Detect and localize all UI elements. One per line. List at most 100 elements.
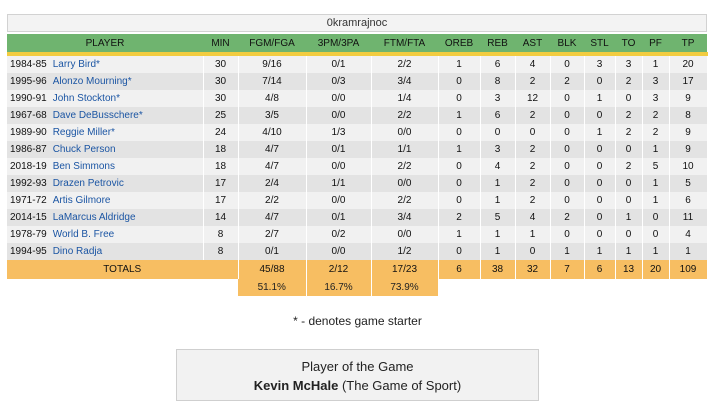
col-header-ast[interactable]: AST [515, 34, 550, 56]
stat-blk: 0 [550, 175, 585, 192]
player-row: 1990-91 John Stockton* 30 4/8 0/0 1/4 0 3 12 0 1 0 3… [7, 90, 708, 107]
stat-reb: 5 [480, 209, 516, 226]
stat-tp: 10 [669, 158, 708, 175]
stat-stl: 1 [584, 90, 616, 107]
player-cell: 2018-19 Ben Simmons [7, 158, 204, 175]
stat-blk: 0 [550, 124, 585, 141]
player-cell: 1967-68 Dave DeBusschere* [7, 107, 204, 124]
stat-ft: 2/2 [371, 107, 439, 124]
stat-ast: 2 [515, 158, 551, 175]
stat-fg: 2/4 [238, 175, 307, 192]
stat-pf: 0 [642, 209, 670, 226]
stat-tp: 5 [669, 175, 708, 192]
stat-oreb: 1 [438, 54, 481, 73]
stat-blk: 0 [550, 54, 585, 73]
stat-pf: 3 [642, 90, 670, 107]
stat-stl: 0 [584, 107, 616, 124]
stat-blk: 0 [550, 192, 585, 209]
player-name-link[interactable]: World B. Free [52, 229, 115, 240]
stat-tp3: 0/1 [306, 141, 372, 158]
col-header-blk[interactable]: BLK [550, 34, 584, 56]
player-name-link[interactable]: Artis Gilmore [52, 195, 111, 206]
stat-to: 3 [615, 54, 643, 73]
stat-ft: 0/0 [371, 175, 439, 192]
stat-ast: 2 [515, 141, 551, 158]
player-name-link[interactable]: Ben Simmons [52, 161, 115, 172]
col-header-fg[interactable]: FGM/FGA [238, 34, 306, 56]
player-season: 2018-19 [10, 161, 47, 172]
player-season: 1989-90 [10, 127, 47, 138]
stat-tp3: 0/0 [306, 158, 372, 175]
stat-ft: 3/4 [371, 209, 439, 226]
player-name-link[interactable]: Larry Bird* [52, 59, 100, 70]
stat-tp3: 0/0 [306, 243, 372, 260]
col-header-oreb[interactable]: OREB [438, 34, 480, 56]
stat-stl: 1 [584, 243, 616, 260]
player-season: 1994-95 [10, 246, 47, 257]
stat-ft: 2/2 [371, 192, 439, 209]
player-name-link[interactable]: LaMarcus Aldridge [52, 212, 136, 223]
col-header-reb[interactable]: REB [480, 34, 515, 56]
player-name-link[interactable]: Dino Radja [52, 246, 103, 257]
stat-blk: 0 [550, 226, 585, 243]
stat-reb: 1 [480, 243, 516, 260]
stat-oreb: 0 [438, 73, 481, 90]
col-header-player[interactable]: PLAYER [7, 34, 203, 56]
stat-min: 8 [203, 243, 239, 260]
stat-to: 2 [615, 73, 643, 90]
col-header-pf[interactable]: PF [642, 34, 669, 56]
player-row: 2014-15 LaMarcus Aldridge 14 4/7 0/1 3/4 2 5 4 2 0… [7, 209, 708, 226]
stat-tp: 6 [669, 192, 708, 209]
stat-reb: 3 [480, 141, 516, 158]
starter-note: * - denotes game starter [293, 314, 422, 328]
player-season: 1992-93 [10, 178, 47, 189]
stat-pf: 3 [642, 73, 670, 90]
stat-tp3: 0/3 [306, 73, 372, 90]
player-name-link[interactable]: Dave DeBusschere* [52, 110, 143, 121]
stat-fg: 7/14 [238, 73, 307, 90]
stat-pf: 1 [642, 192, 670, 209]
stat-ast: 0 [515, 243, 551, 260]
player-cell: 2014-15 LaMarcus Aldridge [7, 209, 204, 226]
col-header-ft[interactable]: FTM/FTA [371, 34, 438, 56]
player-season: 1984-85 [10, 59, 47, 70]
player-name-link[interactable]: Chuck Person [52, 144, 116, 155]
stat-blk: 0 [550, 90, 585, 107]
stat-ft: 0/0 [371, 124, 439, 141]
player-season: 1971-72 [10, 195, 47, 206]
stat-ft: 2/2 [371, 158, 439, 175]
stat-min: 18 [203, 141, 239, 158]
stat-to: 2 [615, 124, 643, 141]
stat-oreb: 0 [438, 175, 481, 192]
col-header-3p[interactable]: 3PM/3PA [306, 34, 371, 56]
col-header-stl[interactable]: STL [584, 34, 615, 56]
player-cell: 1986-87 Chuck Person [7, 141, 204, 158]
player-row: 1995-96 Alonzo Mourning* 30 7/14 0/3 3/4 0 8 2 2 0… [7, 73, 708, 90]
stat-reb: 4 [480, 158, 516, 175]
stat-tp3: 0/2 [306, 226, 372, 243]
stat-tp3: 1/1 [306, 175, 372, 192]
player-name-link[interactable]: Reggie Miller* [52, 127, 115, 138]
totals-to: 13 [615, 260, 643, 279]
player-of-game-title: Player of the Game [301, 359, 414, 374]
totals-tp: 109 [669, 260, 708, 279]
stat-ast: 4 [515, 209, 551, 226]
stat-fg: 9/16 [238, 54, 307, 73]
player-cell: 1978-79 World B. Free [7, 226, 204, 243]
player-of-game-note: (The Game of Sport) [341, 378, 462, 393]
stat-min: 8 [203, 226, 239, 243]
player-name-link[interactable]: Drazen Petrovic [52, 178, 124, 189]
stat-pf: 1 [642, 141, 670, 158]
player-name-link[interactable]: John Stockton* [52, 93, 120, 104]
totals-row: TOTALS 45/88 2/12 17/23 6 38 32 7 6 13 2… [7, 260, 708, 279]
player-name-link[interactable]: Alonzo Mourning* [52, 76, 132, 87]
stat-ft: 3/4 [371, 73, 439, 90]
percentages-row: 51.1% 16.7% 73.9% [7, 279, 707, 296]
stat-tp: 9 [669, 90, 708, 107]
player-of-game-line: Kevin McHale (The Game of Sport) [177, 378, 538, 393]
totals-label: TOTALS [7, 260, 239, 279]
player-of-game-name[interactable]: Kevin McHale [253, 378, 339, 393]
col-header-tp[interactable]: TP [669, 34, 707, 56]
col-header-min[interactable]: MIN [203, 34, 238, 56]
col-header-to[interactable]: TO [615, 34, 642, 56]
